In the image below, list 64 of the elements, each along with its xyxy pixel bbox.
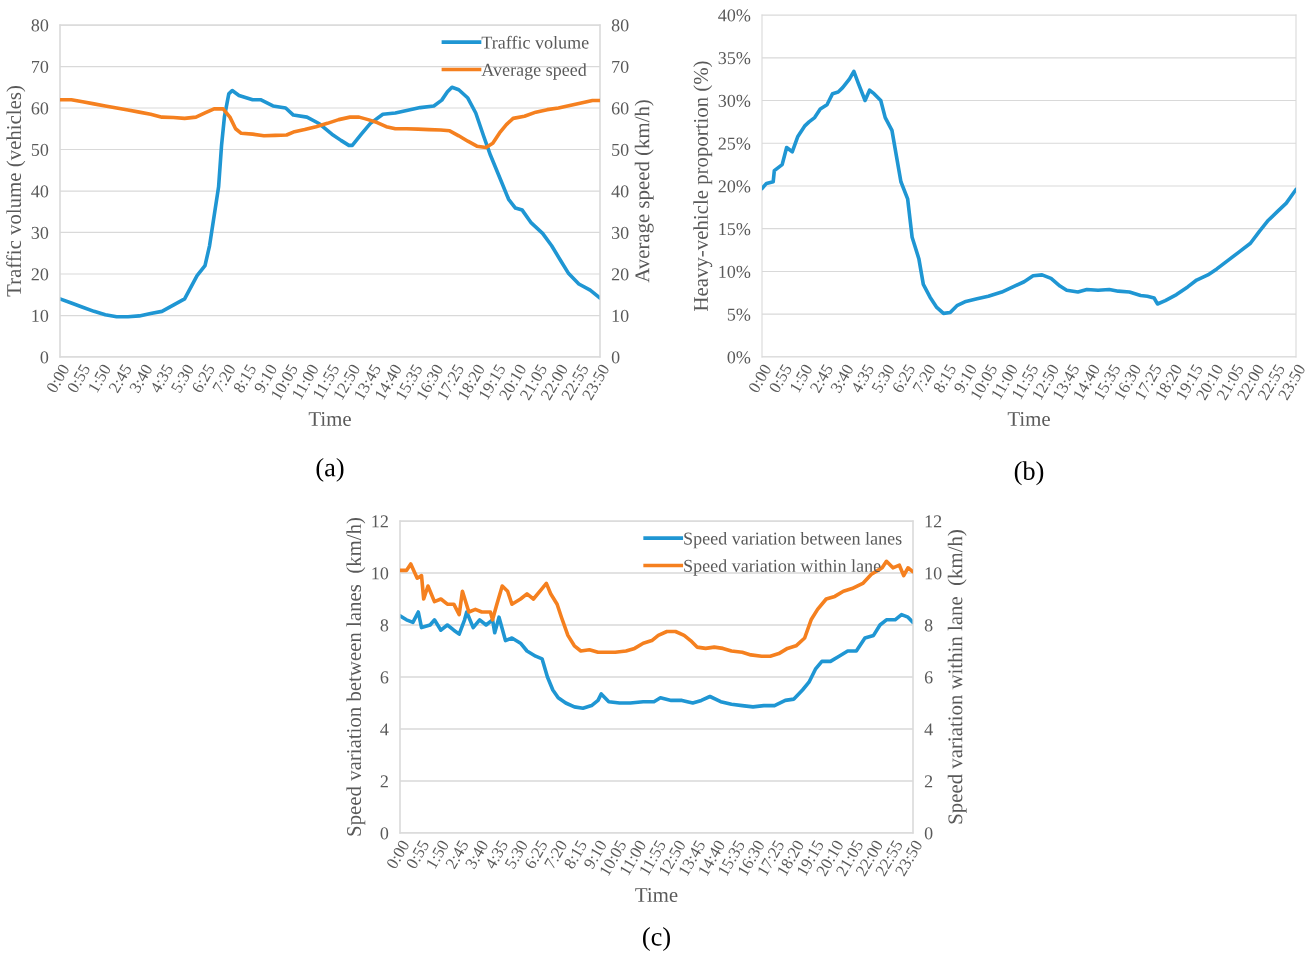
y-tick-label: 35%: [718, 52, 751, 65]
y2-tick-label: 8: [924, 619, 933, 632]
legend-label: Speed variation between lanes: [684, 531, 902, 549]
y2-tick-label: 80: [611, 19, 629, 32]
x-tick-label: 0:00: [385, 839, 410, 870]
y-tick-label: 0: [380, 827, 389, 840]
line-series: [60, 85, 600, 319]
y-tick-label: 10: [372, 567, 389, 580]
line-series: [400, 610, 913, 711]
y2-tick-label: 70: [612, 60, 629, 73]
y-axis-title: Heavy-vehicle proportion (%): [693, 61, 713, 311]
text: (b): [1014, 461, 1044, 486]
x-axis-title: Time: [308, 411, 351, 426]
line-series: [60, 97, 600, 150]
y-tick-label: 60: [31, 102, 49, 115]
x-axis-title: Time: [1007, 411, 1050, 426]
y-tick-label: 70: [32, 60, 49, 73]
y2-tick-label: 4: [924, 723, 933, 736]
y2-tick-label: 60: [611, 102, 629, 115]
y2-tick-label: 0: [924, 827, 933, 840]
y2-tick-label: 30: [611, 226, 629, 239]
y2-tick-label: 40: [611, 185, 629, 198]
y-tick-label: 0%: [727, 351, 751, 364]
y2-tick-label: 2: [924, 775, 933, 788]
y-tick-label: 8: [380, 619, 389, 632]
y-tick-label: 15%: [719, 223, 751, 236]
y-tick-label: 80: [31, 19, 49, 32]
y2-tick-label: 50: [612, 143, 629, 156]
y-tick-label: 30: [31, 226, 49, 239]
line-series: [400, 559, 913, 659]
legend-label: Average speed: [481, 63, 587, 80]
y-tick-label: 40: [31, 185, 49, 198]
y-axis-title: Speed variation between lanes (km/h): [346, 517, 366, 836]
y2-tick-label: 0: [611, 351, 620, 364]
y-tick-label: 30%: [718, 94, 751, 107]
y-tick-label: 20%: [718, 180, 751, 193]
y-tick-label: 25%: [718, 137, 751, 150]
y-axis-title: Traffic volume (vehicles): [6, 86, 26, 297]
y-tick-label: 4: [380, 723, 389, 736]
y2-axis-title: Speed variation within lane (km/h): [947, 530, 967, 824]
y-tick-label: 40%: [718, 9, 751, 22]
y2-tick-label: 20: [611, 268, 629, 281]
x-tick-label: 0:00: [45, 363, 70, 394]
text: (c): [643, 927, 670, 952]
x-tick-label: 0:00: [747, 363, 772, 394]
line-series: [762, 69, 1296, 316]
y-tick-label: 20: [31, 268, 49, 281]
y-tick-label: 12: [372, 515, 388, 528]
y-tick-label: 5%: [727, 308, 751, 321]
y-tick-label: 50: [31, 143, 49, 156]
legend-label: Traffic volume: [481, 35, 589, 49]
y-tick-label: 10: [32, 309, 49, 322]
y-tick-label: 10%: [719, 265, 751, 278]
legend-label: Speed variation within lane: [684, 559, 881, 576]
y2-axis-title: Average speed (km/h): [634, 100, 654, 283]
x-axis-title: Time: [635, 887, 678, 902]
y2-tick-label: 6: [924, 671, 933, 684]
y2-tick-label: 10: [612, 309, 629, 322]
text: (a): [316, 457, 344, 482]
y-tick-label: 2: [380, 775, 388, 788]
y2-tick-label: 12: [925, 515, 942, 528]
y-tick-label: 0: [40, 351, 49, 364]
y2-tick-label: 10: [925, 567, 942, 580]
y-tick-label: 6: [380, 671, 389, 684]
